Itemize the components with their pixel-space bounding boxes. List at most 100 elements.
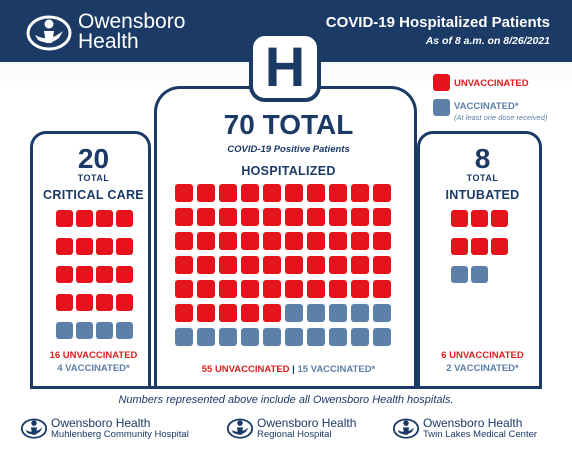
unvaccinated-patient-square [56, 294, 73, 311]
unvaccinated-patient-square [373, 280, 391, 298]
critical-care-total-word: TOTAL [77, 173, 110, 183]
unvaccinated-patient-square [56, 238, 73, 255]
person-heart-icon [392, 418, 420, 439]
hospital-logo-regional: Owensboro Health Regional Hospital [226, 416, 356, 440]
unvaccinated-patient-square [116, 238, 133, 255]
unvaccinated-patient-square [116, 294, 133, 311]
unvaccinated-patient-square [175, 232, 193, 250]
unvaccinated-patient-square [219, 304, 237, 322]
unvaccinated-patient-square [197, 232, 215, 250]
critical-care-unvaccinated-text: 16 UNVACCINATED [49, 350, 138, 361]
unvaccinated-patient-square [263, 232, 281, 250]
vaccinated-patient-square [351, 328, 369, 346]
unvaccinated-patient-square [241, 184, 259, 202]
unvaccinated-patient-square [285, 256, 303, 274]
vaccinated-patient-square [96, 322, 113, 339]
header-banner: Owensboro Health COVID-19 Hospitalized P… [0, 0, 572, 62]
unvaccinated-patient-square [241, 256, 259, 274]
unvaccinated-patient-square [263, 184, 281, 202]
hospitalized-vaccinated-text: 15 VACCINATED* [297, 364, 376, 375]
unvaccinated-patient-square [175, 184, 193, 202]
unvaccinated-patient-square [373, 232, 391, 250]
unvaccinated-patient-square [116, 266, 133, 283]
legend-vaccinated-label: VACCINATED* [454, 101, 519, 112]
critical-care-vaccinated-text: 4 VACCINATED* [57, 363, 130, 374]
unvaccinated-patient-square [373, 184, 391, 202]
unvaccinated-patient-square [241, 232, 259, 250]
unvaccinated-patient-square [285, 232, 303, 250]
unvaccinated-patient-square [351, 256, 369, 274]
hospital-sub: Regional Hospital [257, 428, 332, 440]
count-separator: | [292, 364, 295, 375]
unvaccinated-patient-square [285, 280, 303, 298]
unvaccinated-patient-square [351, 208, 369, 226]
unvaccinated-patient-square [197, 280, 215, 298]
hospital-logos-footer: Owensboro Health Muhlenberg Community Hos… [0, 412, 572, 455]
unvaccinated-patient-square [219, 208, 237, 226]
unvaccinated-patient-square [307, 232, 325, 250]
vaccinated-patient-square [175, 328, 193, 346]
unvaccinated-patient-square [491, 238, 508, 255]
unvaccinated-patient-square [219, 280, 237, 298]
vaccinated-patient-square [197, 328, 215, 346]
person-heart-icon [20, 418, 48, 439]
unvaccinated-patient-square [241, 304, 259, 322]
unvaccinated-patient-square [76, 210, 93, 227]
unvaccinated-patient-square [175, 304, 193, 322]
vaccinated-patient-square [329, 328, 347, 346]
hospital-sub: Twin Lakes Medical Center [423, 428, 538, 440]
intubated-grid [451, 210, 508, 283]
badge-letter: H [264, 35, 306, 98]
unvaccinated-patient-square [263, 280, 281, 298]
unvaccinated-patient-square [263, 208, 281, 226]
unvaccinated-patient-square [451, 210, 468, 227]
legend-unvaccinated-label: UNVACCINATED [454, 78, 529, 89]
vaccinated-patient-square [307, 304, 325, 322]
unvaccinated-patient-square [241, 208, 259, 226]
vaccinated-patient-square [373, 304, 391, 322]
vaccinated-patient-square [373, 328, 391, 346]
unvaccinated-patient-square [471, 238, 488, 255]
unvaccinated-patient-square [351, 280, 369, 298]
vaccinated-patient-square [329, 304, 347, 322]
hospitalized-unvaccinated-text: 55 UNVACCINATED [201, 364, 290, 375]
brand-text: Owensboro Health [78, 11, 185, 52]
vaccinated-patient-square [219, 328, 237, 346]
unvaccinated-patient-square [329, 232, 347, 250]
unvaccinated-patient-square [307, 184, 325, 202]
hospital-sub: Muhlenberg Community Hospital [51, 428, 189, 440]
unvaccinated-patient-square [56, 266, 73, 283]
intubated-unvaccinated-text: 6 UNVACCINATED [441, 350, 524, 361]
unvaccinated-patient-square [197, 256, 215, 274]
unvaccinated-patient-square [329, 256, 347, 274]
unvaccinated-patient-square [307, 256, 325, 274]
person-heart-icon [26, 15, 72, 51]
vaccinated-patient-square [307, 328, 325, 346]
vaccinated-patient-square [56, 322, 73, 339]
critical-care-label: CRITICAL CARE [43, 188, 144, 202]
unvaccinated-patient-square [241, 280, 259, 298]
unvaccinated-patient-square [175, 208, 193, 226]
vaccinated-patient-square [471, 266, 488, 283]
unvaccinated-patient-square [96, 210, 113, 227]
hospital-logo-twin-lakes: Owensboro Health Twin Lakes Medical Cente… [392, 416, 537, 440]
footnote: Numbers represented above include all Ow… [118, 394, 454, 406]
unvaccinated-patient-square [329, 184, 347, 202]
hospital-name: Owensboro Health [51, 415, 151, 430]
vaccinated-patient-square [285, 328, 303, 346]
legend-vaccinated-swatch [433, 99, 450, 116]
critical-care-total: 20 [77, 143, 110, 174]
hospital-name: Owensboro Health [257, 415, 357, 430]
unvaccinated-patient-square [219, 184, 237, 202]
unvaccinated-patient-square [219, 256, 237, 274]
unvaccinated-patient-square [491, 210, 508, 227]
unvaccinated-patient-square [96, 266, 113, 283]
intubated-card [417, 131, 542, 388]
hospitalized-counts-line: 55 UNVACCINATED | 15 VACCINATED* [154, 364, 423, 375]
unvaccinated-patient-square [197, 304, 215, 322]
vaccinated-patient-square [241, 328, 259, 346]
unvaccinated-patient-square [116, 210, 133, 227]
unvaccinated-patient-square [96, 238, 113, 255]
critical-care-card [30, 131, 151, 388]
